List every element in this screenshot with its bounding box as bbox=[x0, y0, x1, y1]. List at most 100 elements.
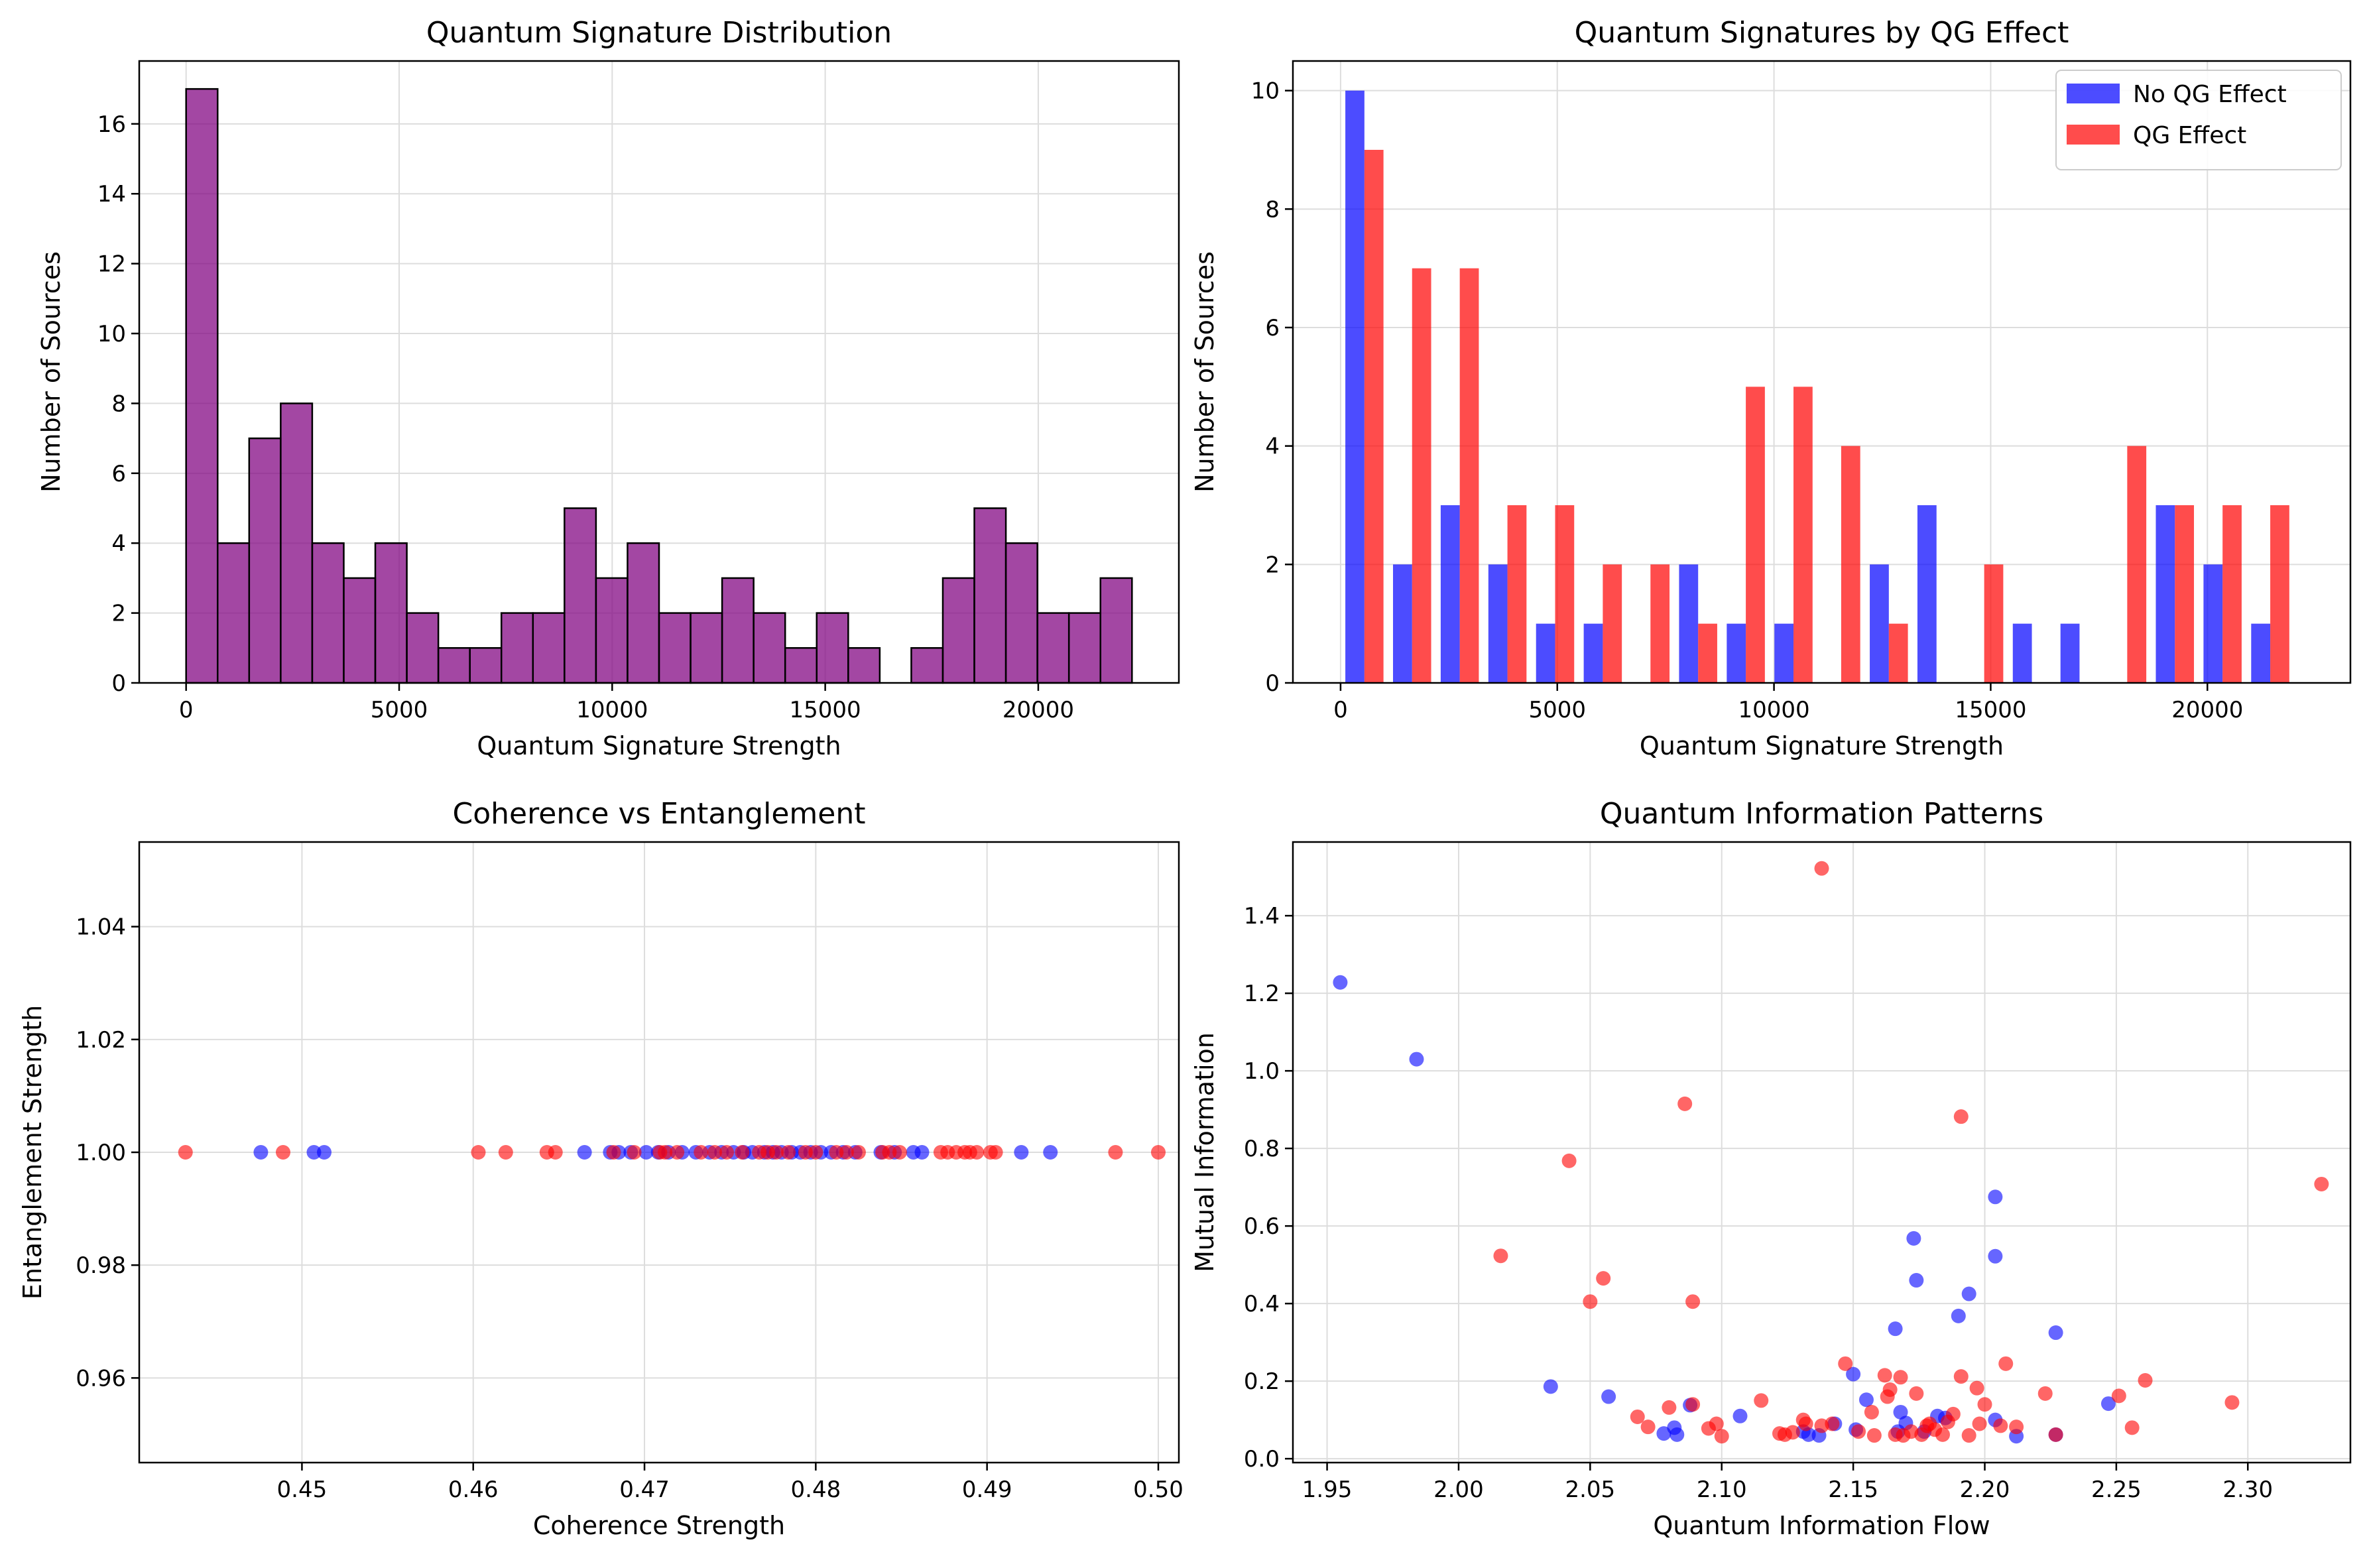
scatter-point bbox=[1858, 1392, 1874, 1408]
bar-no-qg-effect bbox=[2012, 623, 2032, 683]
scatter-point bbox=[1893, 1404, 1908, 1419]
y-axis-label: Mutual Information bbox=[1190, 1032, 1219, 1272]
x-tick-label: 15000 bbox=[790, 697, 861, 723]
x-tick-label: 0 bbox=[179, 697, 194, 723]
x-tick-label: 15000 bbox=[1955, 697, 2026, 723]
y-axis-label: Entanglement Strength bbox=[18, 1005, 47, 1299]
scatter-point bbox=[694, 1145, 709, 1160]
histogram-bar bbox=[216, 542, 251, 684]
x-tick-label: 0.48 bbox=[791, 1477, 841, 1503]
y-tick-label: 0.98 bbox=[76, 1252, 126, 1279]
histogram-bar bbox=[1004, 542, 1038, 684]
scatter-point bbox=[988, 1145, 1003, 1160]
scatter-point bbox=[1493, 1248, 1508, 1264]
bar-no-qg-effect bbox=[1774, 623, 1794, 683]
scatter-point bbox=[1543, 1379, 1558, 1394]
x-tick-label: 0.47 bbox=[619, 1477, 670, 1503]
scatter-point bbox=[1583, 1294, 1598, 1309]
x-tick-label: 0 bbox=[1333, 697, 1348, 723]
y-tick-label: 6 bbox=[111, 461, 126, 487]
scatter-point bbox=[1953, 1109, 1969, 1124]
scatter-point bbox=[1961, 1428, 1976, 1443]
scatter-point bbox=[707, 1145, 722, 1160]
histogram-bar bbox=[185, 88, 219, 684]
scatter-point bbox=[498, 1145, 513, 1160]
bar-qg-effect bbox=[2270, 505, 2289, 683]
y-tick-label: 10 bbox=[97, 321, 126, 347]
scatter-point bbox=[1754, 1393, 1769, 1408]
histogram-bar bbox=[311, 542, 345, 684]
scatter-point bbox=[851, 1145, 866, 1160]
y-tick-label: 0 bbox=[111, 670, 126, 697]
bar-no-qg-effect bbox=[2251, 623, 2271, 683]
x-axis-label: Coherence Strength bbox=[533, 1511, 785, 1540]
scatter-point bbox=[606, 1145, 621, 1160]
bar-qg-effect bbox=[2127, 446, 2147, 683]
bar-qg-effect bbox=[1841, 446, 1860, 683]
scatter-point bbox=[1935, 1427, 1951, 1442]
scatter-point bbox=[1043, 1145, 1058, 1160]
x-axis-label: Quantum Information Flow bbox=[1653, 1511, 1990, 1540]
scatter-point bbox=[1825, 1416, 1840, 1431]
scatter-point bbox=[1882, 1382, 1898, 1398]
x-tick-label: 2.25 bbox=[2091, 1477, 2142, 1503]
histogram-bar bbox=[1036, 612, 1070, 684]
scatter-point bbox=[2037, 1386, 2053, 1401]
scatter-point bbox=[914, 1145, 930, 1160]
x-tick-label: 2.00 bbox=[1433, 1477, 1484, 1503]
scatter-point bbox=[969, 1145, 985, 1160]
x-tick-label: 20000 bbox=[2171, 697, 2243, 723]
scatter-point bbox=[1709, 1416, 1724, 1431]
scatter-point bbox=[658, 1145, 673, 1160]
y-tick-label: 0.6 bbox=[1244, 1213, 1280, 1240]
chart-panel-2: No QG Effect QG Effect 0 5000 10000 15000 2000… bbox=[1190, 16, 2352, 760]
x-tick-label: 0.46 bbox=[448, 1477, 499, 1503]
scatter-point bbox=[798, 1145, 813, 1160]
scatter-point bbox=[1877, 1368, 1892, 1383]
scatter-point bbox=[1838, 1356, 1853, 1371]
scatter-point bbox=[1151, 1145, 1166, 1160]
scatter-point bbox=[638, 1145, 654, 1160]
scatter-point bbox=[1732, 1408, 1748, 1423]
scatter-point bbox=[1596, 1271, 1611, 1286]
bar-no-qg-effect bbox=[1488, 564, 1508, 683]
x-axis-label: Quantum Signature Strength bbox=[477, 731, 841, 760]
scatter-point bbox=[2314, 1176, 2329, 1191]
histogram-bar bbox=[690, 612, 723, 684]
bar-qg-effect bbox=[2222, 505, 2242, 683]
scatter-point bbox=[1888, 1321, 1903, 1337]
y-axis-label: Number of Sources bbox=[36, 251, 66, 493]
bar-qg-effect bbox=[1650, 564, 1670, 683]
y-tick-label: 0.0 bbox=[1244, 1446, 1280, 1473]
histogram-bar bbox=[248, 437, 282, 684]
scatter-point bbox=[1851, 1424, 1866, 1439]
bar-qg-effect bbox=[1507, 505, 1527, 683]
scatter-point bbox=[1961, 1286, 1976, 1301]
legend-label: QG Effect bbox=[2133, 122, 2246, 149]
scatter-point bbox=[781, 1145, 796, 1160]
histogram-bar bbox=[595, 577, 629, 684]
histogram-bar bbox=[406, 612, 440, 684]
scatter-point bbox=[1669, 1427, 1685, 1442]
scatter-point bbox=[1601, 1389, 1616, 1404]
x-tick-label: 5000 bbox=[371, 697, 428, 723]
histogram-bar bbox=[437, 647, 471, 684]
y-tick-label: 1.2 bbox=[1244, 981, 1280, 1007]
legend: No QG Effect QG Effect bbox=[2055, 70, 2342, 170]
scatter-point bbox=[1798, 1416, 1813, 1431]
scatter-point bbox=[2224, 1395, 2240, 1410]
y-tick-label: 8 bbox=[111, 391, 126, 417]
axes-frame bbox=[1292, 841, 2352, 1464]
scatter-point bbox=[316, 1145, 332, 1160]
x-tick-label: 10000 bbox=[1738, 697, 1810, 723]
bar-qg-effect bbox=[1603, 564, 1622, 683]
scatter-point bbox=[178, 1145, 193, 1160]
chart-title: Quantum Information Patterns bbox=[1600, 797, 2043, 831]
scatter-point bbox=[253, 1145, 269, 1160]
bar-no-qg-effect bbox=[1440, 505, 1460, 683]
scatter-point bbox=[306, 1145, 322, 1160]
y-axis-label: Number of Sources bbox=[1190, 251, 1219, 493]
x-tick-label: 10000 bbox=[576, 697, 648, 723]
scatter-point bbox=[2048, 1427, 2063, 1442]
